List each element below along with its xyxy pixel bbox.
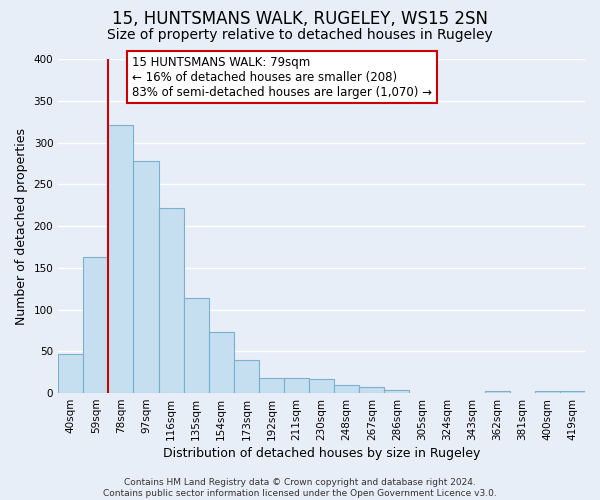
Text: Contains HM Land Registry data © Crown copyright and database right 2024.
Contai: Contains HM Land Registry data © Crown c… bbox=[103, 478, 497, 498]
Text: Size of property relative to detached houses in Rugeley: Size of property relative to detached ho… bbox=[107, 28, 493, 42]
Bar bbox=[560, 392, 585, 393]
Bar bbox=[133, 161, 158, 393]
Bar bbox=[158, 208, 184, 393]
X-axis label: Distribution of detached houses by size in Rugeley: Distribution of detached houses by size … bbox=[163, 447, 480, 460]
Text: 15 HUNTSMANS WALK: 79sqm
← 16% of detached houses are smaller (208)
83% of semi-: 15 HUNTSMANS WALK: 79sqm ← 16% of detach… bbox=[132, 56, 432, 98]
Bar bbox=[485, 390, 510, 393]
Bar bbox=[234, 360, 259, 393]
Bar bbox=[309, 379, 334, 393]
Bar bbox=[535, 392, 560, 393]
Bar bbox=[184, 298, 209, 393]
Bar bbox=[58, 354, 83, 393]
Bar bbox=[334, 384, 359, 393]
Text: 15, HUNTSMANS WALK, RUGELEY, WS15 2SN: 15, HUNTSMANS WALK, RUGELEY, WS15 2SN bbox=[112, 10, 488, 28]
Y-axis label: Number of detached properties: Number of detached properties bbox=[15, 128, 28, 324]
Bar bbox=[385, 390, 409, 393]
Bar bbox=[109, 125, 133, 393]
Bar bbox=[284, 378, 309, 393]
Bar bbox=[209, 332, 234, 393]
Bar bbox=[259, 378, 284, 393]
Bar bbox=[359, 387, 385, 393]
Bar bbox=[83, 257, 109, 393]
